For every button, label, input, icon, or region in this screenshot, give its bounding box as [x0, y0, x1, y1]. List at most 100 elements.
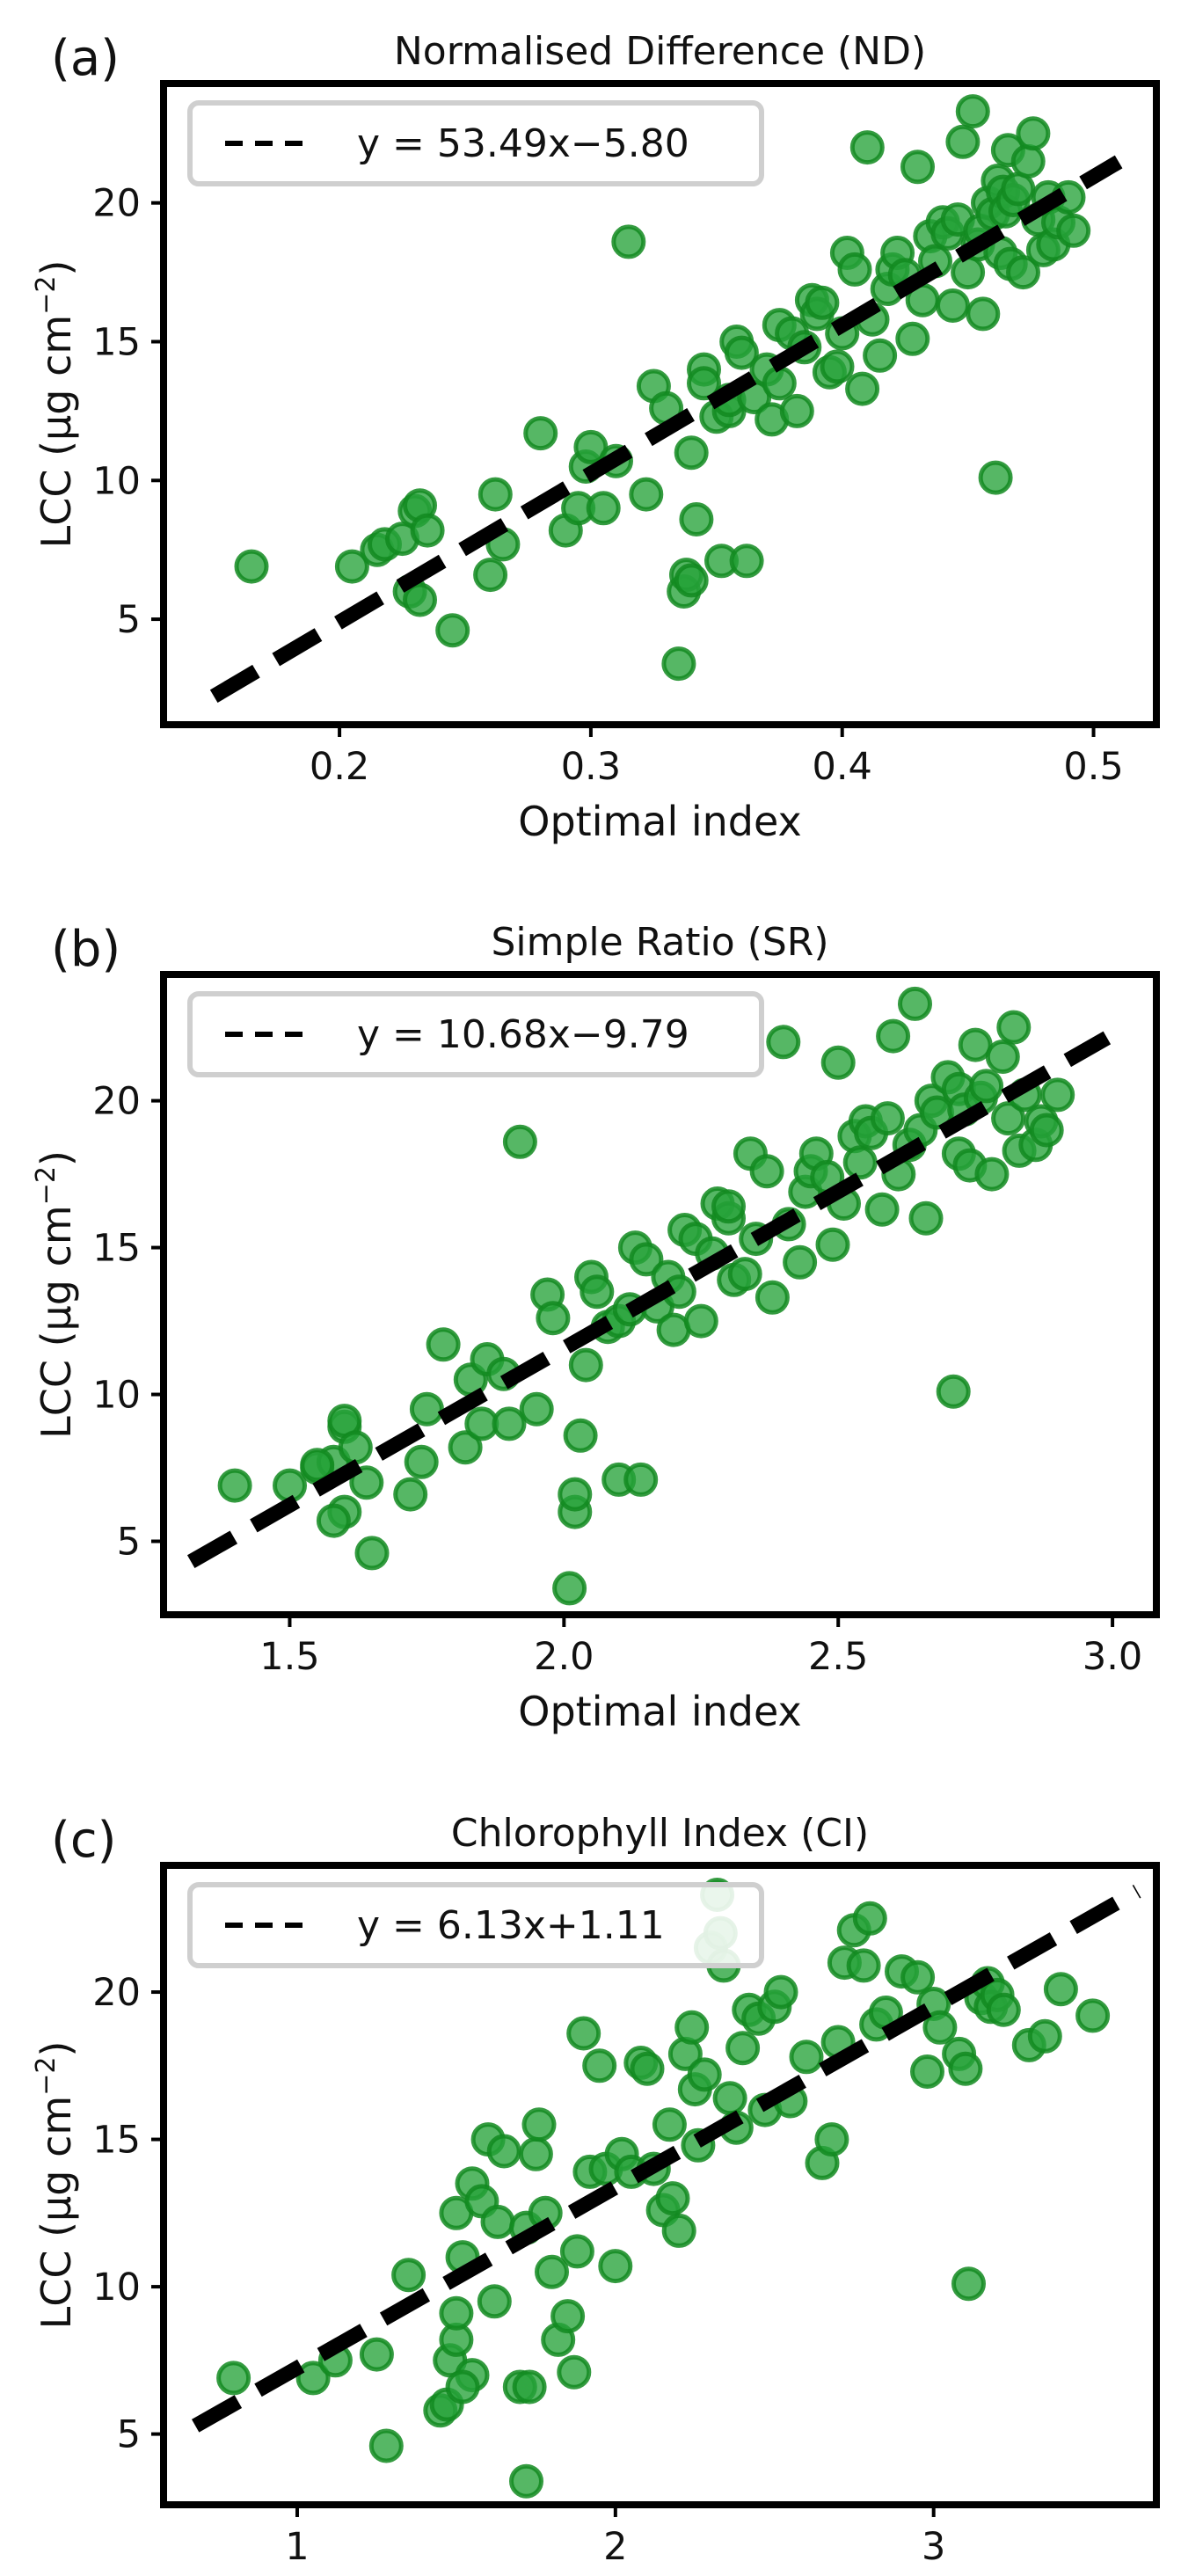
axes-frame — [160, 971, 1160, 1618]
data-point — [996, 1010, 1032, 1045]
data-point — [936, 1374, 971, 1409]
legend-box — [187, 991, 764, 1077]
data-point — [349, 1465, 384, 1500]
y-tick-label: 15 — [92, 320, 141, 364]
data-point — [837, 252, 872, 287]
data-point — [1056, 213, 1091, 248]
data-point — [1029, 1113, 1064, 1148]
data-point — [580, 1274, 615, 1310]
y-axis-label: LCC (μg cm−2) — [31, 1150, 80, 1439]
chart-title: Simple Ratio (SR) — [491, 920, 828, 965]
data-point — [557, 2354, 592, 2390]
data-point — [563, 1418, 598, 1453]
data-point — [900, 150, 935, 185]
data-point — [966, 296, 1001, 332]
data-point — [445, 2369, 480, 2405]
data-point — [598, 2249, 633, 2284]
data-point — [216, 2361, 252, 2396]
x-tick-label: 1 — [285, 2525, 309, 2569]
y-axis-label-main: LCC (μg cm — [33, 315, 80, 549]
data-point — [711, 1189, 746, 1224]
data-point — [727, 1257, 762, 1292]
data-point — [573, 429, 609, 464]
legend: y = 6.13x+1.11 — [187, 1882, 764, 1968]
y-tick-label: 5 — [117, 2413, 141, 2457]
panel-label: (c) — [51, 1812, 116, 1869]
data-point — [789, 2040, 824, 2075]
panel-label: (b) — [51, 921, 120, 978]
data-point — [986, 1992, 1021, 2027]
data-point — [473, 558, 508, 593]
data-point — [404, 1444, 439, 1479]
legend-box — [187, 1882, 764, 1968]
y-tick-label: 15 — [92, 2119, 141, 2163]
data-point — [623, 1462, 659, 1497]
data-point — [519, 1391, 554, 1427]
panel-2: Simple Ratio (SR) (b) 1.5 2.0 2.5 3.0 5 10 15 20 O… — [31, 920, 1160, 1735]
axes-frame — [160, 80, 1160, 728]
x-tick-label: 2.0 — [534, 1635, 594, 1679]
data-point — [1075, 1998, 1111, 2033]
x-axis-label: Optimal index — [518, 798, 801, 845]
data-point — [661, 2213, 696, 2248]
data-point — [403, 582, 437, 617]
data-point — [521, 2107, 557, 2142]
y-axis-label-exponent: −2 — [31, 2057, 62, 2096]
y-tick-label: 20 — [92, 182, 141, 226]
data-point — [629, 1242, 664, 1277]
data-point — [273, 1468, 307, 1503]
data-point — [435, 613, 470, 648]
data-point — [502, 1124, 537, 1159]
data-point — [908, 1200, 944, 1236]
fit-line — [209, 155, 1123, 704]
data-point — [951, 2266, 986, 2302]
data-point — [536, 1301, 571, 1336]
legend-label: y = 10.68x−9.79 — [357, 1012, 689, 1057]
data-point — [820, 1045, 856, 1080]
legend-box — [187, 100, 764, 186]
data-point — [978, 460, 1013, 495]
legend: y = 10.68x−9.79 — [187, 991, 764, 1077]
x-axis-label: Optimal index — [518, 1688, 801, 1735]
chart-title: Normalised Difference (ND) — [394, 29, 926, 74]
data-point — [945, 124, 981, 159]
data-point — [955, 94, 990, 129]
data-point — [815, 1227, 850, 1262]
y-tick-label: 5 — [117, 1521, 141, 1565]
y-axis-label-close: ) — [33, 1150, 80, 1166]
x-tick-label: 3 — [922, 2525, 945, 2569]
y-axis-label-exponent: −2 — [31, 276, 62, 315]
data-point — [217, 1468, 252, 1503]
data-point — [568, 1347, 603, 1383]
data-point — [586, 491, 621, 526]
data-point — [951, 255, 986, 290]
data-point — [849, 130, 885, 165]
data-point — [611, 224, 646, 259]
data-point — [477, 2284, 512, 2319]
data-point — [1016, 116, 1051, 151]
data-point — [783, 1244, 818, 1280]
legend-label: y = 6.13x+1.11 — [357, 1903, 665, 1948]
data-point — [898, 986, 932, 1021]
data-point — [512, 2369, 547, 2405]
data-point — [1027, 2018, 1062, 2054]
data-point — [845, 371, 880, 406]
data-point — [820, 349, 855, 384]
y-tick-label: 20 — [92, 1971, 141, 2015]
data-point — [985, 1040, 1020, 1074]
data-point — [870, 1101, 905, 1136]
x-tick-label: 0.2 — [310, 745, 369, 789]
data-point — [876, 1018, 911, 1054]
data-point — [550, 2299, 586, 2334]
x-tick-label: 1.5 — [259, 1635, 319, 1679]
y-axis-label: LCC (μg cm−2) — [31, 2041, 80, 2330]
y-axis-label: LCC (μg cm−2) — [31, 260, 80, 549]
data-point — [724, 335, 759, 370]
data-point — [359, 2337, 394, 2372]
panel-1: Normalised Difference (ND) (a) 0.2 0.3 0.4 0.… — [31, 29, 1160, 845]
data-point — [661, 646, 696, 682]
data-point — [630, 2051, 665, 2086]
data-point — [295, 2361, 331, 2396]
data-point — [895, 321, 930, 356]
